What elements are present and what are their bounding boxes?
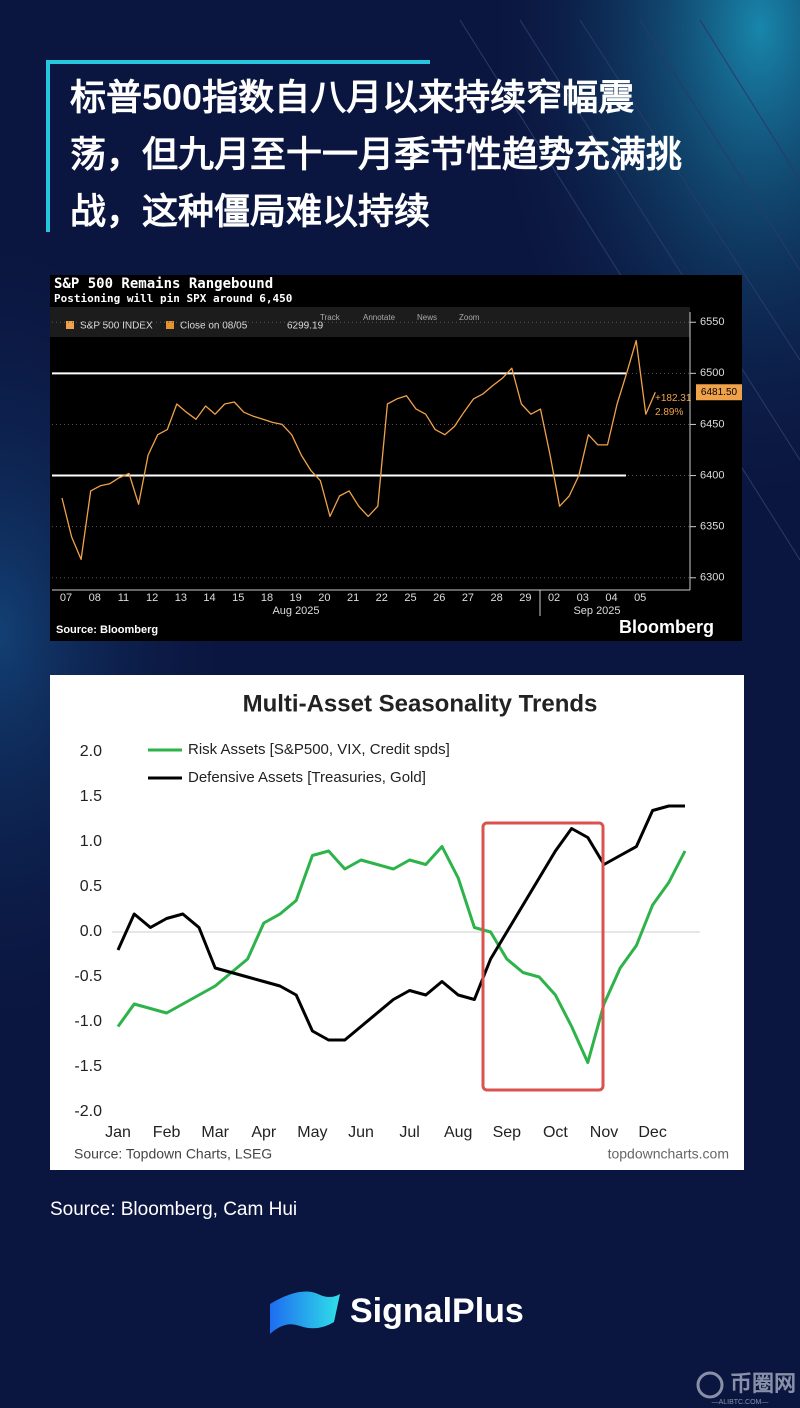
footer-source: Source: Bloomberg, Cam Hui bbox=[50, 1199, 297, 1220]
x-tick-label: 19 bbox=[290, 592, 302, 604]
y-tick-label: 6450 bbox=[700, 418, 724, 430]
x-tick-label: 13 bbox=[175, 592, 187, 604]
x-tick-label: 08 bbox=[89, 592, 101, 604]
series-line bbox=[116, 804, 685, 1042]
x-tick-label: Jul bbox=[399, 1124, 419, 1141]
title-line: 标普500指数自八月以来持续窄幅震 bbox=[70, 77, 634, 118]
x-tick-label: May bbox=[297, 1124, 327, 1141]
logo-icon bbox=[270, 1291, 340, 1334]
highlight-box bbox=[481, 821, 605, 1092]
x-tick-label: Mar bbox=[201, 1124, 229, 1141]
legend-swatch bbox=[66, 321, 74, 329]
x-tick-label: 22 bbox=[376, 592, 388, 604]
x-tick-label: 18 bbox=[261, 592, 273, 604]
toolbar-item[interactable]: Track bbox=[320, 313, 341, 322]
toolbar-item[interactable]: Annotate bbox=[363, 313, 396, 322]
brand: Bloomberg bbox=[619, 617, 714, 637]
legend-label: Defensive Assets [Treasuries, Gold] bbox=[188, 769, 426, 786]
x-tick-label: 05 bbox=[634, 592, 646, 604]
x-tick-label: 28 bbox=[491, 592, 503, 604]
x-tick-label: Apr bbox=[251, 1124, 277, 1141]
y-tick-label: 0.5 bbox=[80, 878, 102, 895]
x-tick-label: 03 bbox=[577, 592, 589, 604]
series-line bbox=[116, 845, 687, 1064]
x-tick-label: 27 bbox=[462, 592, 474, 604]
y-tick-label: 6300 bbox=[700, 572, 724, 584]
y-tick-label: 1.5 bbox=[80, 788, 102, 805]
legend-label: S&P 500 INDEX bbox=[80, 321, 153, 332]
x-tick-label: 20 bbox=[318, 592, 330, 604]
watermark-url: —ALIBTC.COM— bbox=[712, 1399, 769, 1406]
last-value-box bbox=[696, 384, 742, 401]
y-tick-label: 6400 bbox=[700, 469, 724, 481]
toolbar-item[interactable]: Zoom bbox=[459, 313, 480, 322]
chart-subtitle: Postioning will pin SPX around 6,450 bbox=[54, 292, 292, 305]
y-tick-label: 6550 bbox=[700, 316, 724, 328]
month-label: Aug 2025 bbox=[272, 605, 319, 617]
chart2-bg bbox=[50, 675, 744, 1170]
credit: topdowncharts.com bbox=[608, 1146, 729, 1162]
y-tick-label: 6500 bbox=[700, 367, 724, 379]
x-tick-label: 29 bbox=[519, 592, 531, 604]
chart-title: S&P 500 Remains Rangebound bbox=[54, 276, 273, 292]
x-tick-label: Sep bbox=[493, 1124, 522, 1141]
header: 标普500指数自八月以来持续窄幅震荡，但九月至十一月季节性趋势充满挑战，这种僵局… bbox=[70, 77, 682, 232]
month-label: Sep 2025 bbox=[573, 605, 620, 617]
x-tick-label: Aug bbox=[444, 1124, 472, 1141]
x-tick-label: 12 bbox=[146, 592, 158, 604]
decor-lines bbox=[459, 19, 800, 561]
x-tick-label: 11 bbox=[118, 592, 129, 604]
legend-label: Close on 08/05 bbox=[180, 321, 248, 332]
y-tick-label: -0.5 bbox=[74, 968, 102, 985]
x-tick-label: 07 bbox=[60, 592, 72, 604]
annotation: 6481.50 bbox=[701, 387, 738, 398]
x-tick-label: Dec bbox=[638, 1124, 666, 1141]
x-tick-label: 25 bbox=[404, 592, 416, 604]
y-tick-label: -2.0 bbox=[74, 1103, 102, 1120]
x-tick-label: Feb bbox=[153, 1124, 181, 1141]
title-accent bbox=[46, 60, 430, 232]
y-tick-label: -1.5 bbox=[74, 1058, 102, 1075]
annotation: 2.89% bbox=[655, 407, 683, 418]
y-tick-label: -1.0 bbox=[74, 1013, 102, 1030]
annotation: +182.31 bbox=[655, 393, 692, 404]
legend-label: Risk Assets [S&P500, VIX, Credit spds] bbox=[188, 741, 450, 758]
series-line bbox=[61, 339, 656, 561]
chart-title: Multi-Asset Seasonality Trends bbox=[243, 690, 598, 717]
toolbar-item[interactable]: News bbox=[417, 313, 437, 322]
x-tick-label: 02 bbox=[548, 592, 560, 604]
watermark: 币圈网 bbox=[730, 1371, 796, 1396]
legend-swatch bbox=[166, 321, 174, 329]
x-tick-label: Jun bbox=[348, 1124, 374, 1141]
watermark-icon bbox=[696, 1371, 724, 1399]
y-tick-label: 6350 bbox=[700, 521, 724, 533]
legend-value: 6299.19 bbox=[287, 321, 324, 332]
x-tick-label: Nov bbox=[590, 1124, 618, 1141]
x-tick-label: 26 bbox=[433, 592, 445, 604]
x-tick-label: Jan bbox=[105, 1124, 131, 1141]
source: Source: Topdown Charts, LSEG bbox=[74, 1146, 272, 1162]
x-tick-label: 21 bbox=[347, 592, 359, 604]
source: Source: Bloomberg bbox=[56, 624, 158, 636]
x-tick-label: Oct bbox=[543, 1124, 568, 1141]
brand: SignalPlus bbox=[350, 1292, 524, 1330]
x-tick-label: 04 bbox=[605, 592, 617, 604]
title-line: 战，这种僵局难以持续 bbox=[70, 191, 430, 232]
y-tick-label: 2.0 bbox=[80, 743, 102, 760]
x-tick-label: 14 bbox=[203, 592, 215, 604]
title-line: 荡，但九月至十一月季节性趋势充满挑 bbox=[70, 134, 682, 175]
x-tick-label: 15 bbox=[232, 592, 244, 604]
y-tick-label: 0.0 bbox=[80, 923, 102, 940]
y-tick-label: 1.0 bbox=[80, 833, 102, 850]
